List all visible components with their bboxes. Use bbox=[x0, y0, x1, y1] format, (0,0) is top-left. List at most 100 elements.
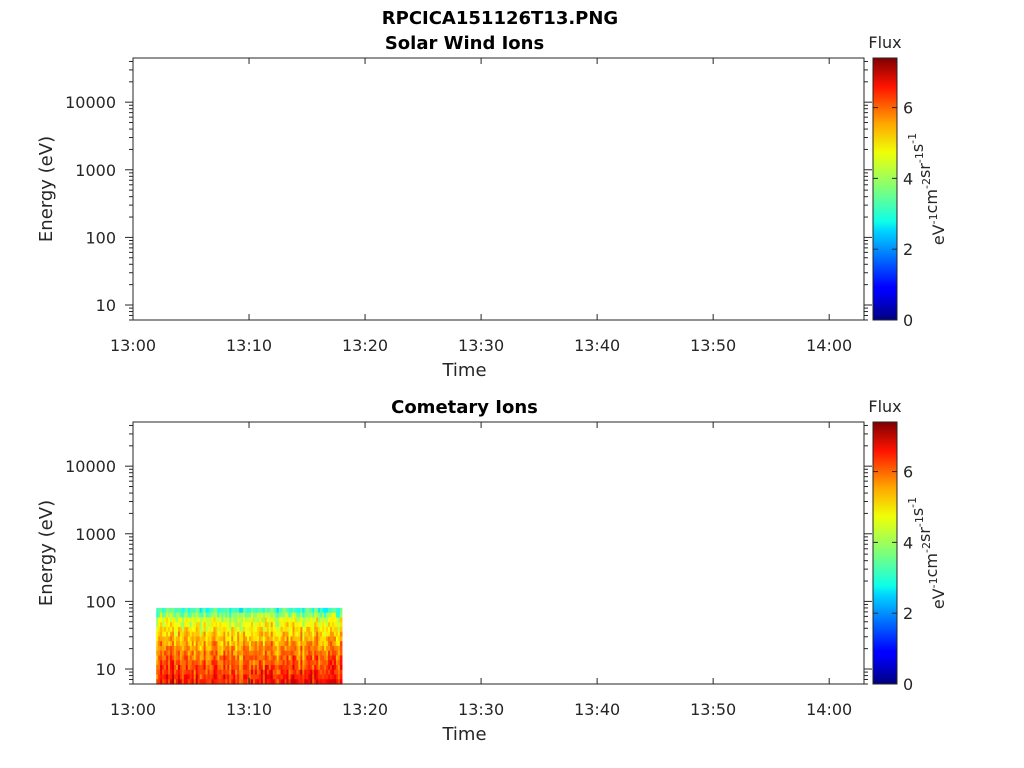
heatmap-cell bbox=[158, 645, 161, 652]
heatmap-cell bbox=[318, 655, 321, 661]
heatmap-cell bbox=[229, 607, 232, 614]
heatmap-cell bbox=[280, 626, 284, 633]
heatmap-cell bbox=[166, 607, 169, 614]
heatmap-cell bbox=[241, 617, 244, 623]
heatmap-cell bbox=[189, 669, 193, 676]
heatmap-cell bbox=[203, 636, 207, 642]
heatmap-cell bbox=[173, 641, 177, 647]
heatmap-cell bbox=[306, 650, 309, 657]
heatmap-cell bbox=[264, 645, 268, 652]
heatmap-cell bbox=[168, 622, 171, 628]
heatmap-cell bbox=[187, 645, 191, 652]
heatmap-cell bbox=[247, 660, 250, 666]
heatmap-cell bbox=[302, 612, 305, 619]
heatmap-cell bbox=[160, 650, 163, 657]
heatmap-cell bbox=[306, 607, 309, 614]
heatmap-cell bbox=[215, 626, 219, 633]
heatmap-cell bbox=[260, 679, 264, 685]
heatmap-cell bbox=[195, 664, 199, 671]
heatmap-cell bbox=[247, 617, 250, 623]
y-axis-label: Energy (eV) bbox=[36, 500, 57, 606]
heatmap-cell bbox=[312, 645, 315, 652]
heatmap-cell bbox=[164, 626, 167, 633]
heatmap-cell bbox=[211, 617, 215, 623]
heatmap-cell bbox=[337, 607, 341, 614]
heatmap-cell bbox=[223, 660, 226, 666]
heatmap-cell bbox=[258, 660, 262, 666]
heatmap-cell bbox=[217, 664, 221, 671]
heatmap-cell bbox=[158, 631, 161, 638]
heatmap-cell bbox=[195, 655, 199, 661]
heatmap-cell bbox=[247, 626, 250, 633]
heatmap-cell bbox=[221, 626, 224, 633]
heatmap-cell bbox=[322, 674, 325, 680]
heatmap-cell bbox=[189, 645, 193, 652]
heatmap-cell bbox=[314, 617, 317, 623]
heatmap-cell bbox=[241, 664, 244, 671]
heatmap-cell bbox=[302, 664, 305, 671]
heatmap-cell bbox=[282, 669, 286, 676]
heatmap-cell bbox=[203, 617, 207, 623]
heatmap-cell bbox=[227, 669, 230, 676]
heatmap-cell bbox=[290, 645, 294, 652]
heatmap-cell bbox=[318, 612, 321, 619]
heatmap-cell bbox=[312, 617, 315, 623]
heatmap-cell bbox=[173, 631, 177, 638]
heatmap-cell bbox=[280, 631, 284, 638]
heatmap-cell bbox=[266, 664, 270, 671]
heatmap-cell bbox=[207, 679, 211, 685]
heatmap-cell bbox=[229, 650, 232, 657]
heatmap-cell bbox=[233, 626, 236, 633]
heatmap-cell bbox=[282, 617, 286, 623]
heatmap-cell bbox=[175, 617, 179, 623]
heatmap-cell bbox=[251, 650, 254, 657]
heatmap-cell bbox=[170, 679, 173, 685]
heatmap-cell bbox=[270, 664, 274, 671]
heatmap-cell bbox=[247, 612, 250, 619]
heatmap-cell bbox=[193, 669, 197, 676]
heatmap-cell bbox=[302, 641, 305, 647]
heatmap-cell bbox=[241, 645, 244, 652]
heatmap-cell bbox=[331, 636, 335, 642]
heatmap-cell bbox=[264, 607, 268, 614]
heatmap-cell bbox=[225, 669, 228, 676]
heatmap-cell bbox=[314, 660, 317, 666]
heatmap-cell bbox=[276, 679, 280, 685]
heatmap-cell bbox=[203, 655, 207, 661]
heatmap-cell bbox=[166, 650, 169, 657]
heatmap-cell bbox=[183, 641, 187, 647]
heatmap-cell bbox=[337, 612, 341, 619]
heatmap-cell bbox=[197, 655, 201, 661]
heatmap-cell bbox=[286, 641, 290, 647]
heatmap-cell bbox=[199, 650, 203, 657]
heatmap-cell bbox=[312, 631, 315, 638]
heatmap-cell bbox=[197, 636, 201, 642]
heatmap-cell bbox=[326, 645, 329, 652]
x-axis-label: Time bbox=[441, 724, 486, 745]
heatmap-cell bbox=[205, 655, 209, 661]
heatmap-cell bbox=[173, 645, 177, 652]
heatmap-cell bbox=[302, 607, 305, 614]
heatmap-cell bbox=[322, 655, 325, 661]
heatmap-cell bbox=[278, 645, 282, 652]
heatmap-cell bbox=[209, 655, 213, 661]
heatmap-cell bbox=[217, 622, 221, 628]
heatmap-cell bbox=[233, 645, 236, 652]
heatmap-cell bbox=[260, 607, 264, 614]
heatmap-cell bbox=[300, 674, 303, 680]
heatmap-cell bbox=[258, 641, 262, 647]
heatmap-cell bbox=[252, 607, 256, 614]
heatmap-cell bbox=[335, 650, 339, 657]
heatmap-cell bbox=[328, 645, 331, 652]
heatmap-cell bbox=[296, 679, 300, 685]
heatmap-cell bbox=[219, 617, 222, 623]
heatmap-cell bbox=[258, 655, 262, 661]
heatmap-cell bbox=[282, 636, 286, 642]
heatmap-cell bbox=[260, 626, 264, 633]
heatmap-cell bbox=[217, 636, 221, 642]
heatmap-cell bbox=[288, 636, 292, 642]
heatmap-cell bbox=[187, 664, 191, 671]
heatmap-cell bbox=[183, 650, 187, 657]
heatmap-cell bbox=[189, 660, 193, 666]
heatmap-cell bbox=[254, 664, 258, 671]
